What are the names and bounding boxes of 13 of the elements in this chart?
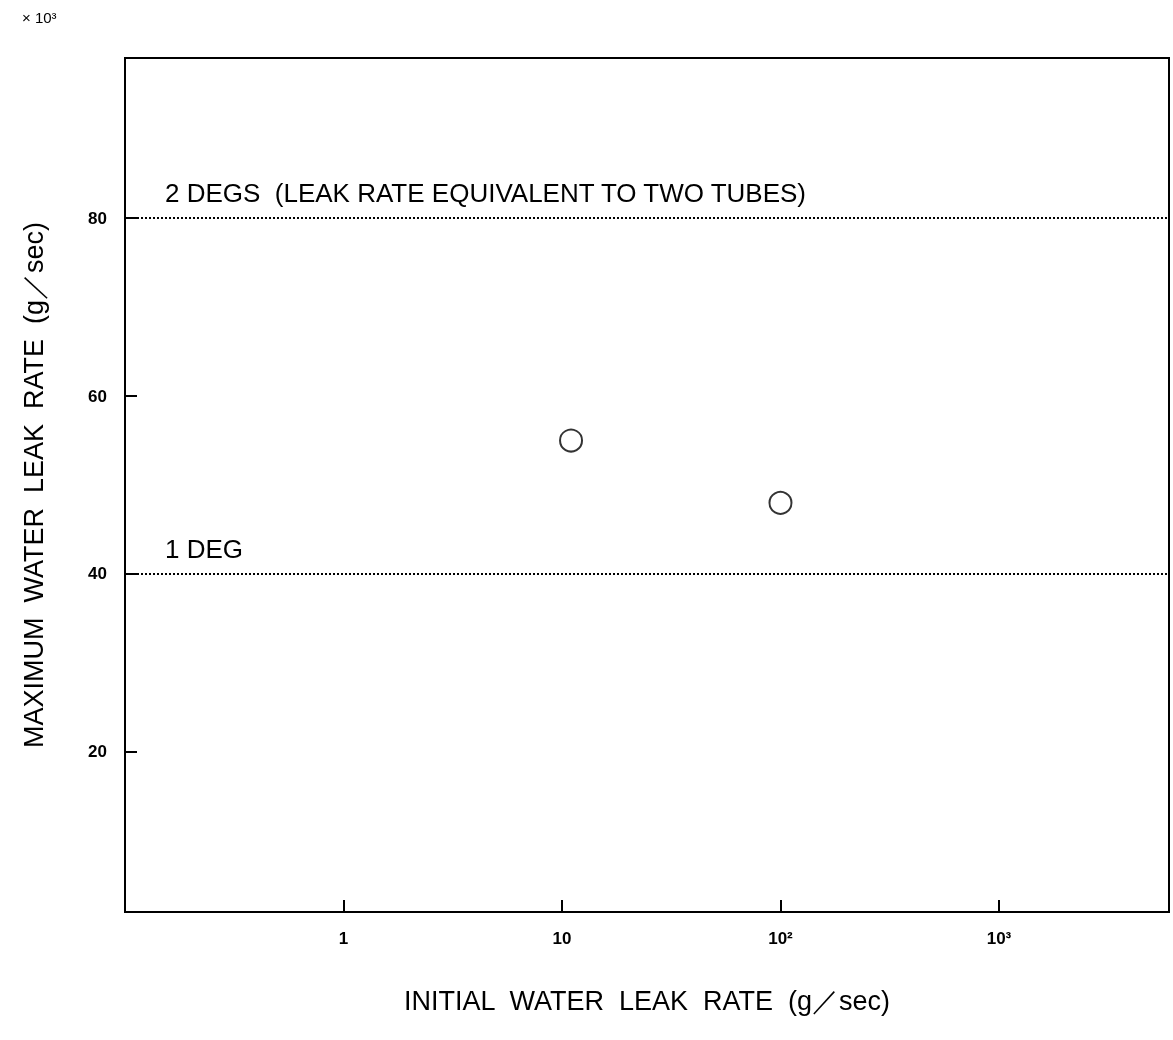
y-tick-label: 80 xyxy=(88,208,107,228)
x-tick-label: 10³ xyxy=(986,929,1012,948)
text: × 10³ xyxy=(22,9,57,26)
x-tick-label: 1 xyxy=(338,929,349,948)
y-tick-label: 40 xyxy=(88,564,107,584)
ref-line-label: 2 DEGS (LEAK RATE EQUIVALENT TO TWO TUBES) xyxy=(165,178,807,209)
ref-line-label: 1 DEG xyxy=(165,533,244,564)
x-axis-title: INITIAL WATER LEAK RATE (g／sec) xyxy=(403,985,891,1016)
x-tick-label: 10 xyxy=(552,929,572,948)
y-tick-label: 20 xyxy=(88,742,107,762)
y-axis-title: MAXIMUM WATER LEAK RATE (g／sec) xyxy=(18,221,49,749)
y-tick-label: 60 xyxy=(88,386,107,406)
x-tick-label: 10² xyxy=(768,929,794,948)
